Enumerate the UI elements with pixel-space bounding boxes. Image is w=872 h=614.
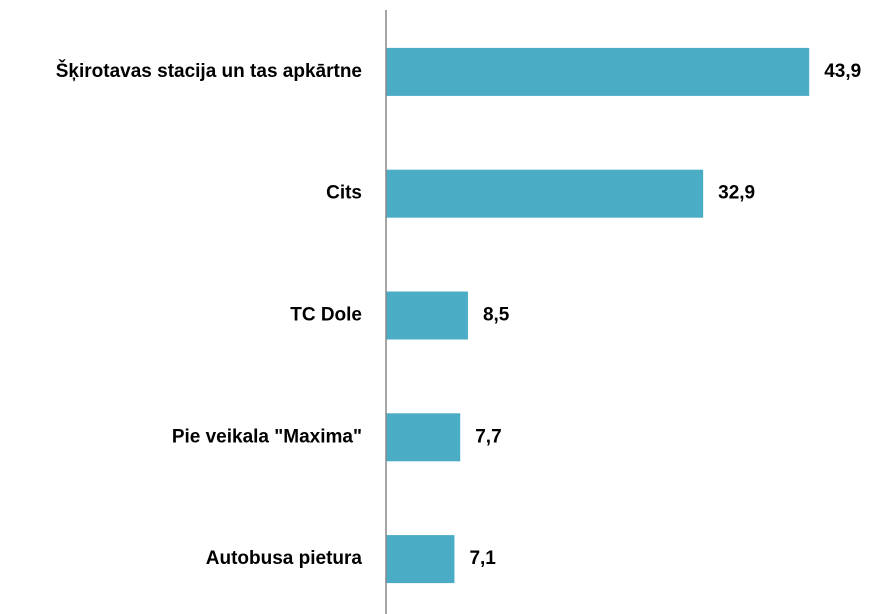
category-label: TC Dole <box>290 305 362 326</box>
category-label: Autobusa pietura <box>206 548 363 569</box>
category-label: Pie veikala "Maxima" <box>172 426 362 447</box>
value-label: 7,1 <box>469 548 496 569</box>
bar <box>386 535 455 584</box>
bar <box>386 47 810 96</box>
value-label: 7,7 <box>475 426 501 447</box>
bar <box>386 169 704 218</box>
category-label: Cits <box>326 183 362 204</box>
value-label: 32,9 <box>718 183 755 204</box>
value-label: 8,5 <box>483 305 510 326</box>
value-label: 43,9 <box>824 61 861 82</box>
category-label: Šķirotavas stacija un tas apkārtne <box>56 60 362 82</box>
bar <box>386 291 468 340</box>
bar <box>386 413 461 462</box>
